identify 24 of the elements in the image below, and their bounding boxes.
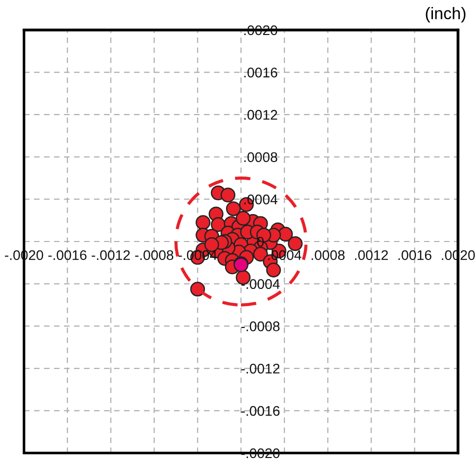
point	[220, 188, 236, 202]
y-tick-label: .0020	[244, 25, 278, 36]
point	[236, 210, 251, 226]
y-tick-label: .0012	[244, 110, 278, 120]
y-tick-label: -.0012	[241, 364, 280, 374]
y-tick-label: -.0016	[241, 406, 280, 416]
x-tick-label: -.0012	[92, 250, 130, 260]
y-tick-label: -.0020	[241, 448, 280, 458]
x-tick-label: -.0008	[135, 250, 174, 260]
x-tick-label: .0012	[355, 250, 388, 260]
x-tick-label: -.0004	[178, 250, 217, 260]
x-tick-label: -.0016	[48, 250, 86, 260]
point	[253, 246, 268, 262]
point	[266, 262, 281, 278]
x-tick-label: .0016	[398, 250, 432, 260]
point	[226, 201, 241, 216]
y-tick-label: .0016	[244, 68, 278, 78]
x-tick-label: .0008	[312, 250, 345, 260]
point	[288, 236, 303, 252]
point	[196, 215, 210, 230]
y-tick-label: .0008	[244, 152, 278, 162]
text: (inch)	[426, 7, 466, 23]
y-tick-label: -.0004	[241, 279, 280, 289]
y-tick-label: -.0008	[241, 321, 280, 332]
